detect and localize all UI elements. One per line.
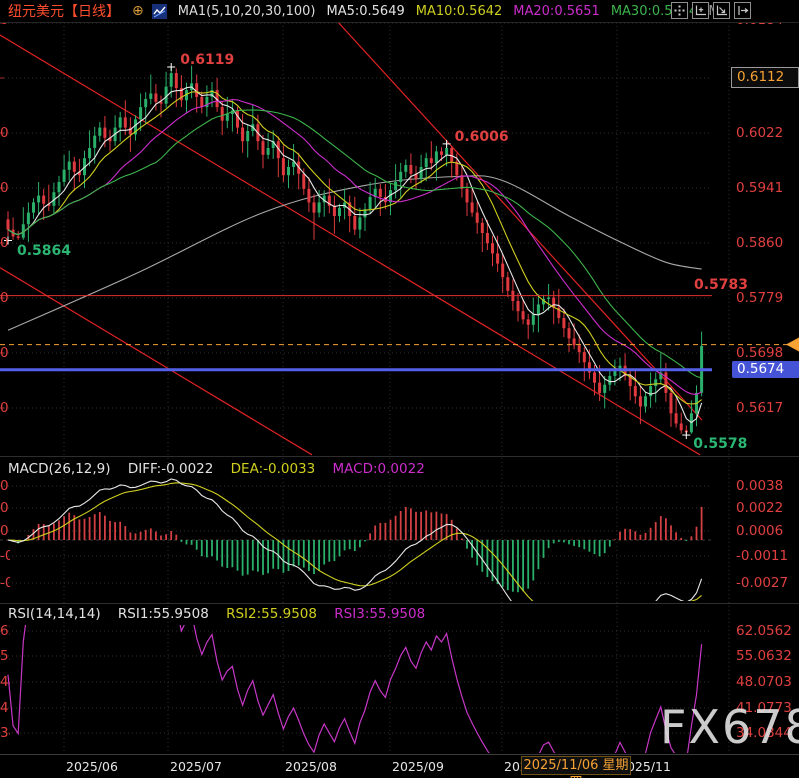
rsi-params-label: RSI(14,14,14): [8, 606, 101, 622]
macd-panel: [7, 478, 703, 601]
rsi1-value: RSI1:55.9508: [117, 606, 209, 622]
symbol-title: 纽元美元【日线】: [8, 4, 120, 20]
macd-params-label: MACD(26,12,9): [8, 461, 111, 477]
candles: [6, 65, 704, 436]
main-price-panel: [0, 22, 704, 456]
ma30-line: [7, 109, 702, 379]
rsi3-value: RSI3:55.9508: [334, 606, 426, 622]
ma10-value-label: MA10:0.5642: [415, 3, 503, 19]
crosshair-price-arrow: [786, 337, 799, 352]
macd-dea-value: DEA:-0.0033: [230, 461, 316, 477]
rsi2-value: RSI2:55.9508: [226, 606, 317, 622]
crosshair-date-label: 2025/11/06 星期四: [521, 756, 631, 778]
rsi-panel: [7, 625, 703, 753]
zoom-out-axis-icon[interactable]: [713, 2, 730, 19]
toolbar-icon-group: [671, 2, 751, 19]
gridlines: [0, 22, 799, 755]
chart-type-icon[interactable]: [151, 3, 167, 19]
ma5-value-label: MA5:0.5649: [326, 3, 405, 19]
price-box-label: 0.6112: [731, 67, 799, 88]
ma10-line: [7, 90, 702, 405]
ma20-value-label: MA20:0.5651: [513, 3, 600, 19]
trend-line: [0, 267, 313, 456]
ma5-line: [7, 86, 703, 424]
add-indicator-icon[interactable]: ⊕: [132, 3, 144, 19]
dea-line: [7, 482, 702, 601]
trend-line: [337, 22, 703, 421]
shift-right-icon[interactable]: [734, 2, 751, 19]
rsi-indicator-header: RSI(14,14,14) RSI1:55.9508 RSI2:55.9508 …: [8, 606, 438, 622]
macd-indicator-header: MACD(26,12,9) DIFF:-0.0022 DEA:-0.0033 M…: [8, 461, 438, 477]
ma-settings-label: MA1(5,10,20,30,100): [177, 3, 316, 19]
ma20-line: [7, 98, 702, 395]
macd-hist-value: MACD:0.0022: [332, 461, 425, 477]
rsi-line: [7, 625, 703, 753]
diff-line: [7, 478, 703, 601]
macd-diff-value: DIFF:-0.0022: [127, 461, 214, 477]
pan-icon[interactable]: [671, 2, 688, 19]
trend-line: [0, 34, 701, 456]
top-toolbar: 纽元美元【日线】 ⊕ MA1(5,10,20,30,100) MA5:0.564…: [0, 0, 799, 23]
watermark: FX678: [660, 700, 799, 754]
zoom-in-axis-icon[interactable]: [692, 2, 709, 19]
